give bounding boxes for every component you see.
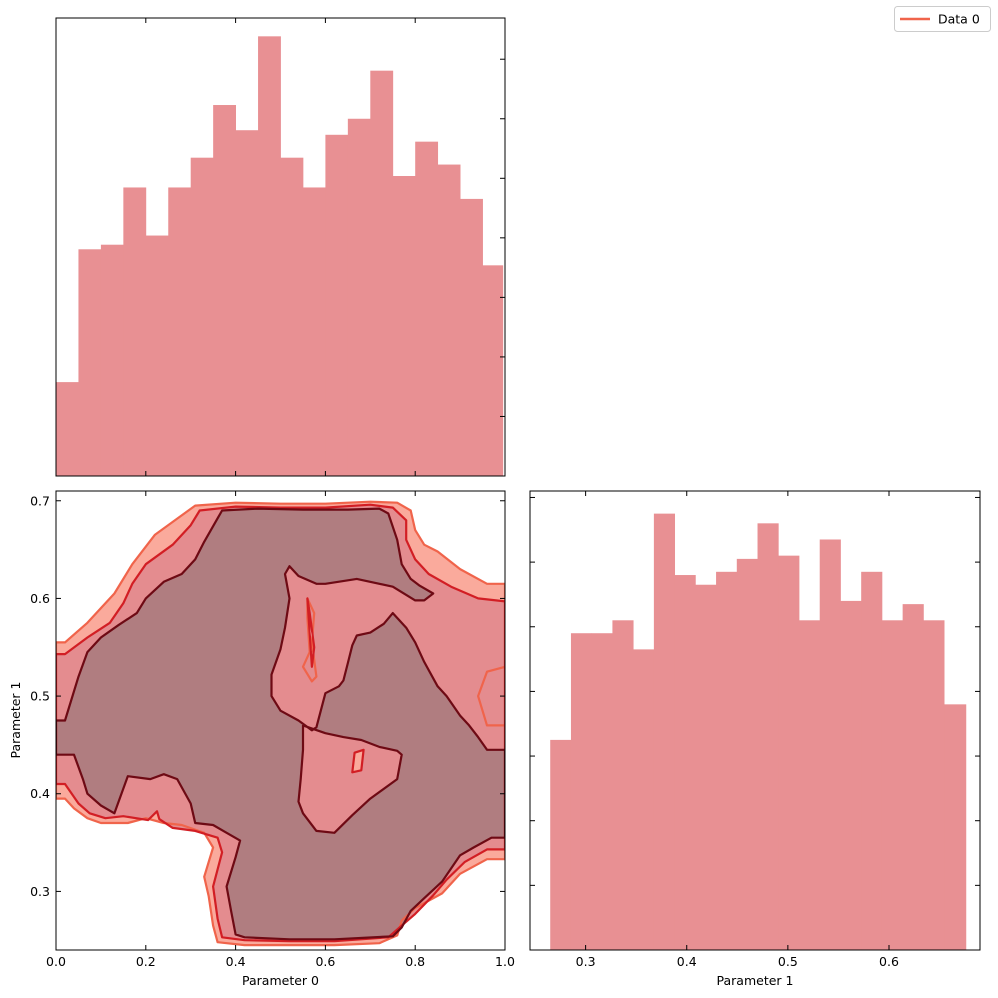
param1-histogram-bar (902, 604, 924, 950)
param0-histogram-bar (190, 157, 214, 476)
param1-histogram-bar (674, 575, 696, 950)
contour-line-inner (56, 507, 505, 941)
param1-histogram-bar (881, 620, 904, 950)
legend-box (894, 6, 991, 32)
panel-param1-histogram: 0.3 0.4 0.5 0.6 Parameter 1 (529, 490, 981, 988)
param1-histogram-bar (757, 523, 779, 950)
contour-x-tick-label: 1.0 (495, 954, 515, 969)
param1-histogram-ticks: 0.3 0.4 0.5 0.6 (530, 491, 980, 969)
param1-histogram-x-axis-label: Parameter 1 (717, 973, 794, 988)
param0-histogram-bar (258, 36, 281, 476)
contour-fill-inner (56, 508, 505, 940)
legend: Data 0 (894, 6, 991, 32)
param0-histogram-bar (235, 130, 259, 476)
param0-histogram-bar (123, 187, 147, 476)
param1-histogram-bar (716, 571, 738, 950)
param1-histogram-bar (550, 739, 572, 950)
param0-histogram-bar (460, 198, 483, 476)
contour-x-tick-label: 0.0 (46, 954, 66, 969)
param1-histogram-bar (591, 633, 613, 950)
contour-x-tick-label: 0.2 (136, 954, 156, 969)
panel-param0-histogram (55, 17, 506, 477)
panel-contour: 0.0 0.2 0.4 0.6 0.8 1.0 0.3 0.4 0.5 0.6 0.7 Parame… (8, 490, 515, 988)
contour-y-tick-label: 0.3 (30, 884, 50, 899)
contour-x-tick-label: 0.6 (315, 954, 335, 969)
param0-histogram-bar (145, 235, 169, 476)
legend-label-data-0: Data 0 (938, 12, 980, 27)
contour-frame (55, 490, 506, 951)
contour-y-tick-label: 0.4 (30, 786, 50, 801)
param0-histogram-bar (213, 105, 236, 477)
param0-histogram-bar (302, 187, 326, 476)
param1-histogram-bars (550, 513, 967, 950)
param0-histogram-bar (280, 157, 304, 476)
contour-x-axis-label: Parameter 0 (242, 973, 319, 988)
contour-levels (56, 500, 505, 947)
param0-histogram-bar (325, 134, 349, 477)
param0-histogram-bar (370, 70, 394, 477)
param0-histogram-bar (78, 249, 102, 476)
contour-ticks: 0.0 0.2 0.4 0.6 0.8 1.0 0.3 0.4 0.5 0.6 0.7 (30, 491, 515, 969)
param1-histogram-x-tick-label: 0.4 (677, 954, 697, 969)
param0-histogram-bar (56, 382, 79, 476)
param1-histogram-x-tick-label: 0.5 (778, 954, 798, 969)
param1-histogram-bar (570, 633, 593, 950)
param0-histogram-bar (347, 118, 371, 476)
param0-histogram-frame (55, 17, 506, 477)
contour-y-tick-label: 0.7 (30, 493, 50, 508)
param0-histogram-bars (56, 36, 504, 477)
param1-histogram-bar (840, 600, 862, 950)
param1-histogram-bar (861, 571, 883, 950)
contour-x-tick-label: 0.4 (226, 954, 246, 969)
param0-histogram-bar (392, 176, 416, 476)
contour-y-tick-label: 0.5 (30, 689, 50, 704)
param1-histogram-bar (778, 555, 800, 950)
param1-histogram-bar (798, 620, 821, 950)
param1-histogram-bar (819, 539, 841, 950)
param0-histogram-bar (482, 265, 504, 476)
contour-x-tick-label: 0.8 (405, 954, 425, 969)
param1-histogram-x-tick-label: 0.6 (879, 954, 899, 969)
param1-histogram-bar (736, 558, 758, 950)
contour-y-tick-label: 0.6 (30, 591, 50, 606)
param1-histogram-frame (529, 490, 981, 951)
param1-histogram-bar (695, 584, 717, 950)
contour-line-outer (56, 500, 505, 947)
contour-line-mid (56, 503, 505, 943)
param0-histogram-bar (415, 141, 439, 476)
param1-histogram-x-tick-label: 0.3 (576, 954, 596, 969)
param0-histogram-bar (100, 244, 124, 476)
param1-histogram-bar (923, 620, 945, 950)
param0-histogram-bar (437, 164, 461, 476)
param1-histogram-bar (944, 704, 967, 950)
param1-histogram-bar (633, 649, 655, 950)
contour-y-axis-label: Parameter 1 (8, 682, 23, 759)
param1-histogram-bar (653, 513, 676, 950)
param1-histogram-bar (612, 620, 634, 950)
param0-histogram-bar (168, 187, 192, 476)
